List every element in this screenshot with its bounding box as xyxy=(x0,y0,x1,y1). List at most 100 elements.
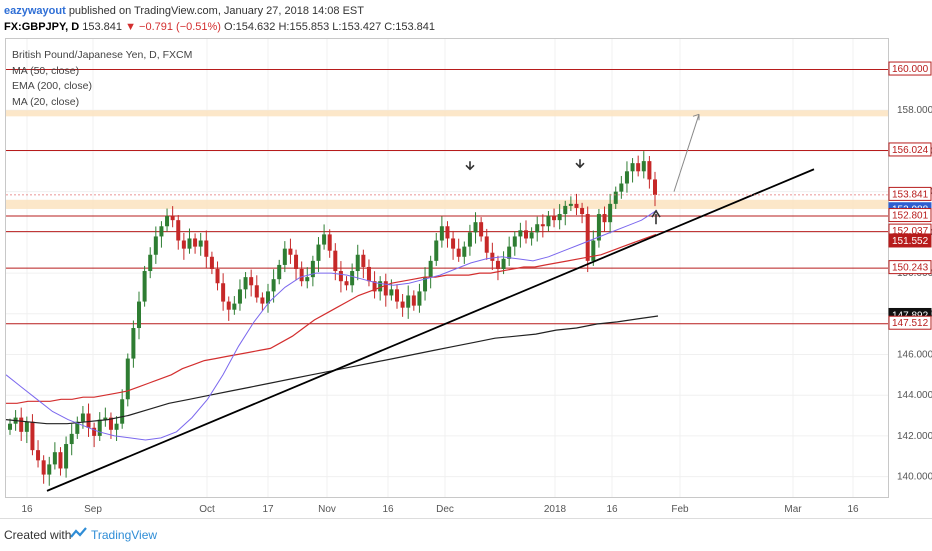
candle-body xyxy=(19,417,24,432)
candle-body xyxy=(411,295,416,306)
candle-body xyxy=(372,281,377,292)
legend-ema200[interactable]: EMA (200, close) xyxy=(12,80,92,92)
candle-body xyxy=(333,250,338,272)
price-label-box xyxy=(888,208,932,223)
price-axis[interactable]: 158.000156.000154.000152.000150.000148.0… xyxy=(888,38,932,498)
candle-body xyxy=(344,281,349,286)
candle-body xyxy=(322,234,327,245)
legend-ma50[interactable]: MA (50, close) xyxy=(12,64,80,77)
x-tick-label: 2018 xyxy=(544,504,567,515)
candle-body xyxy=(495,260,500,269)
price-axis-svg: 158.000156.000154.000152.000150.000148.0… xyxy=(888,61,932,483)
candle-body xyxy=(204,240,209,257)
candle-body xyxy=(254,285,259,298)
candle-body xyxy=(445,226,450,239)
y-tick-label: 144.000 xyxy=(897,390,932,401)
candle-body xyxy=(535,224,540,233)
candle-body xyxy=(580,207,585,215)
candle-body xyxy=(80,413,85,422)
up-arrow-icon xyxy=(651,209,661,225)
candle-body xyxy=(131,328,136,359)
price-chart[interactable] xyxy=(6,39,888,497)
candle-body xyxy=(451,238,456,249)
candle-body xyxy=(47,464,52,475)
candle-body xyxy=(423,277,428,292)
author-link[interactable]: eazywayout xyxy=(4,5,66,17)
candle-body xyxy=(641,161,646,172)
candle-body xyxy=(36,450,41,461)
candle-body xyxy=(310,260,315,278)
publish-header: eazywayout published on TradingView.com,… xyxy=(0,0,932,36)
candle-body xyxy=(524,230,528,239)
time-axis[interactable]: 16 Sep Oct 17 Nov 16 Dec 2018 16 Feb Mar 16 xyxy=(5,498,889,518)
candle-body xyxy=(602,214,607,223)
candle-body xyxy=(417,291,422,306)
candle-body xyxy=(327,234,332,251)
x-tick-label: 16 xyxy=(21,504,33,515)
symbol-info: FX:GBPJPY, D 153.841 ▼ −0.791 (−0.51%) O… xyxy=(4,21,435,33)
candle-body xyxy=(434,240,439,261)
candle-body xyxy=(428,260,433,278)
candle-body xyxy=(103,417,108,420)
x-tick-label: Mar xyxy=(784,504,802,515)
legend-title: British Pound/Japanese Yen, D, FXCM xyxy=(12,49,193,61)
x-tick-label: Dec xyxy=(436,504,454,515)
candle-body xyxy=(355,254,360,272)
x-tick-label: 16 xyxy=(606,504,618,515)
last-price: 153.841 xyxy=(82,21,123,33)
candle-body xyxy=(170,216,175,221)
publish-info: eazywayout published on TradingView.com,… xyxy=(4,5,364,17)
candle-body xyxy=(490,252,495,261)
candle-body xyxy=(187,238,192,249)
tradingview-brand[interactable]: TradingView xyxy=(91,528,158,542)
candle-body xyxy=(8,423,12,430)
candle-body xyxy=(512,236,517,247)
candle-body xyxy=(30,421,35,451)
candle-body xyxy=(97,419,102,436)
symbol-label[interactable]: FX:GBPJPY, D xyxy=(4,21,80,33)
candle-body xyxy=(137,301,141,329)
price-label: 147.512 xyxy=(892,318,929,329)
candle-body xyxy=(462,246,467,257)
candle-body xyxy=(366,266,371,282)
projection-arrow xyxy=(673,114,700,192)
price-label: 153.841 xyxy=(892,189,929,200)
support-trendline xyxy=(46,168,815,492)
candle-body xyxy=(92,427,97,436)
candle-body xyxy=(338,271,343,282)
candle-body xyxy=(125,358,130,400)
candle-body xyxy=(479,222,484,237)
candle-body xyxy=(282,248,287,265)
candle-body xyxy=(226,301,231,310)
candle-body xyxy=(613,191,618,204)
candle-body xyxy=(215,269,220,284)
candle-body xyxy=(574,203,579,208)
price-label: 160.000 xyxy=(892,64,929,75)
candle-body xyxy=(361,254,366,267)
candle-body xyxy=(86,413,91,428)
x-tick-label: 16 xyxy=(847,504,859,515)
candle-body xyxy=(316,244,321,261)
chart-pane[interactable] xyxy=(5,38,889,498)
candle-body xyxy=(406,295,411,308)
candle-body xyxy=(507,246,512,259)
candle-body xyxy=(64,444,69,469)
chart-legend: British Pound/Japanese Yen, D, FXCM MA (… xyxy=(12,48,192,110)
legend-ma20[interactable]: MA (20, close) xyxy=(12,95,80,108)
x-tick-label: 16 xyxy=(382,504,394,515)
ma20-line xyxy=(6,209,658,441)
candle-body xyxy=(232,303,237,310)
price-label-box xyxy=(888,61,932,76)
candle-body xyxy=(557,214,562,221)
y-tick-label: 140.000 xyxy=(897,472,932,483)
candle-body xyxy=(142,271,147,302)
candle-body xyxy=(395,289,399,302)
candle-body xyxy=(237,289,242,304)
x-tick-label: 17 xyxy=(262,504,274,515)
candle-body xyxy=(24,421,29,432)
ohlc-values: O:154.632 H:155.853 L:153.427 C:153.841 xyxy=(224,21,436,33)
candle-body xyxy=(176,220,181,241)
candle-body xyxy=(467,232,472,247)
created-with-text: Created with xyxy=(4,528,72,542)
candle-body xyxy=(647,161,652,180)
